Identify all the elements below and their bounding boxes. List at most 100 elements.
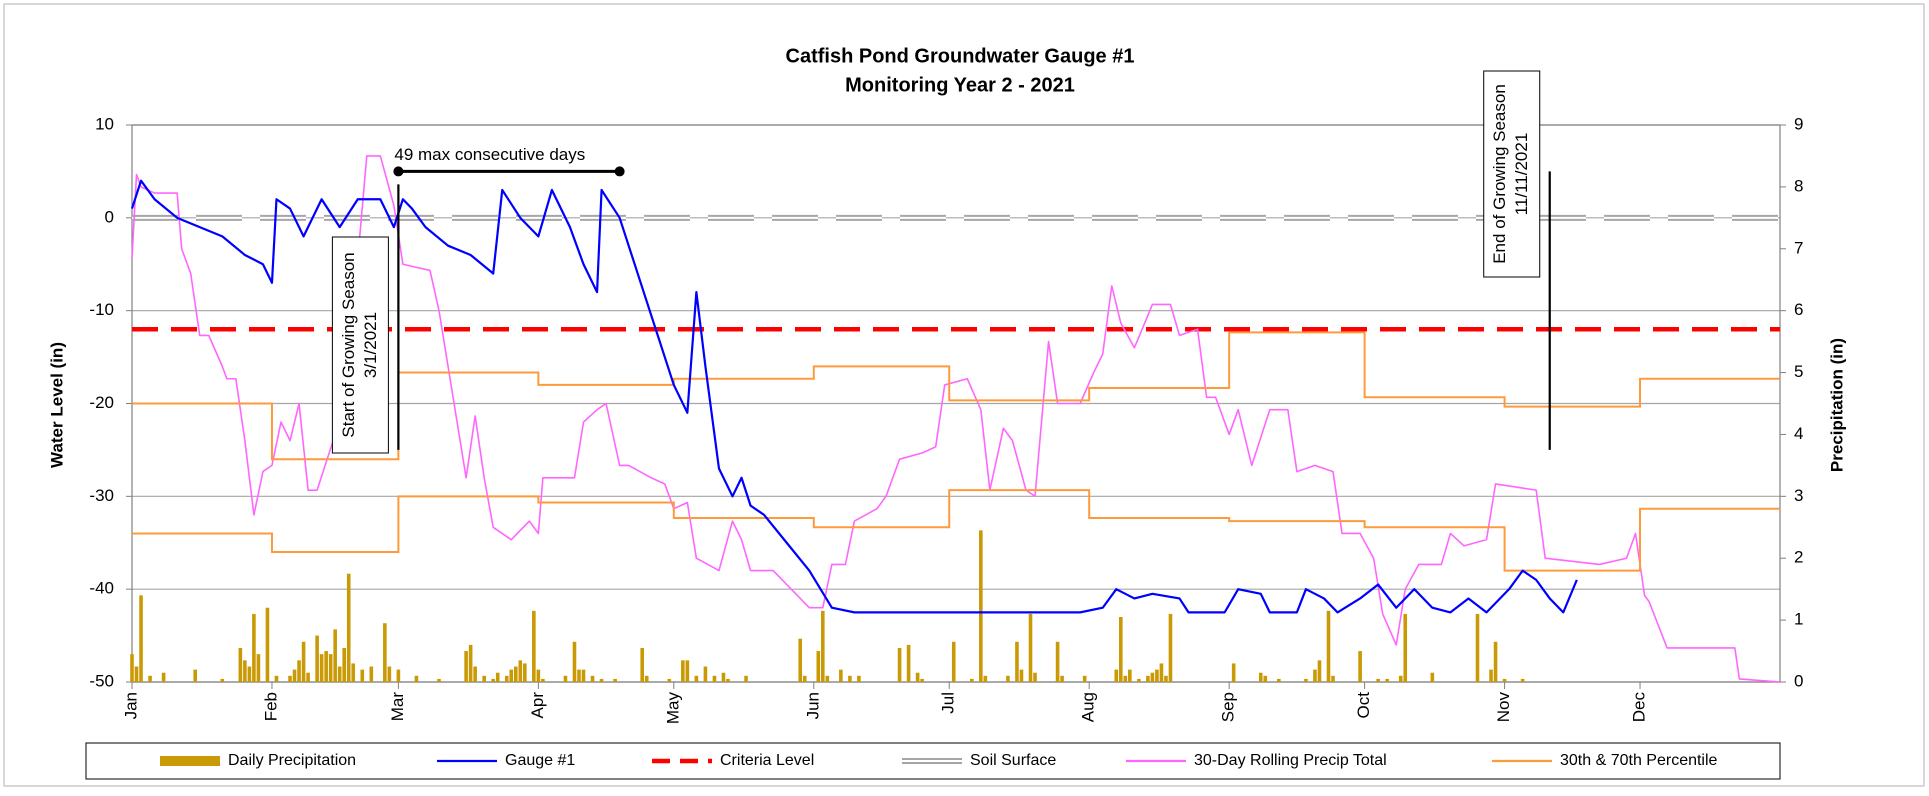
precip-bar: [983, 675, 988, 682]
precip-bar: [220, 678, 225, 682]
precip-bar: [1033, 672, 1037, 682]
precip-bar: [599, 678, 604, 682]
precip-bar: [920, 678, 924, 682]
precip-bar: [577, 669, 581, 682]
precip-bar: [265, 607, 270, 682]
y2-tick-label: 8: [1794, 176, 1803, 195]
precip-bar: [193, 669, 198, 682]
precip-bar: [1155, 669, 1159, 682]
x-tick-label: Mar: [388, 692, 407, 722]
precip-bar: [1128, 669, 1132, 682]
y-tick-label: -50: [89, 671, 114, 690]
precip-bar: [1258, 672, 1263, 682]
precip-bar: [563, 675, 568, 682]
x-tick-label: Apr: [528, 692, 547, 719]
annotation-text: 11/11/2021: [1512, 133, 1531, 216]
precip-bar: [482, 675, 486, 682]
precip-bar: [839, 669, 843, 682]
x-tick-label: Sep: [1219, 692, 1238, 722]
precip-bar: [1317, 660, 1322, 682]
precip-bar: [387, 666, 392, 682]
precip-bar: [333, 629, 337, 682]
precip-bar: [667, 678, 672, 682]
precip-bar: [306, 672, 310, 682]
precip-bar: [644, 675, 649, 682]
precip-bar: [1114, 669, 1119, 682]
precip-bar: [360, 669, 365, 682]
precip-bar: [1475, 613, 1480, 682]
y2-tick-label: 7: [1794, 238, 1803, 257]
precip-bar: [857, 675, 861, 682]
precip-bar: [495, 672, 500, 682]
x-tick-label: Jul: [939, 692, 958, 714]
precip-bar: [848, 675, 852, 682]
precip-bar: [1313, 669, 1317, 682]
x-tick-label: Nov: [1494, 692, 1513, 723]
x-tick-label: Jan: [121, 692, 140, 719]
precip-bar: [532, 610, 536, 682]
precip-bar: [979, 530, 983, 682]
precip-bar: [1123, 675, 1128, 682]
legend-swatch: [160, 756, 220, 766]
precip-bar: [319, 654, 324, 682]
precip-bar: [744, 675, 748, 682]
percentile-line: [132, 489, 1780, 572]
y-axis-label: Water Level (in): [47, 342, 66, 468]
legend-label: 30-Day Rolling Precip Total: [1194, 752, 1387, 769]
precip-bar: [798, 638, 803, 682]
precip-bar: [324, 651, 328, 682]
precip-bar: [1146, 675, 1150, 682]
precip-bar: [685, 660, 690, 682]
precip-bar: [148, 675, 152, 682]
precip-bar: [1493, 641, 1498, 682]
x-tick-label: May: [663, 692, 682, 725]
chart-subtitle: Monitoring Year 2 - 2021: [845, 74, 1075, 96]
legend-label: 30th & 70th Percentile: [1560, 752, 1718, 769]
precip-bar: [1137, 678, 1141, 682]
legend-label: Criteria Level: [720, 752, 814, 769]
legend-label: Soil Surface: [970, 752, 1056, 769]
precip-bar: [1489, 669, 1493, 682]
precip-bar: [613, 678, 617, 682]
precip-bar: [292, 669, 297, 682]
precip-bar: [1150, 672, 1155, 682]
precip-bar: [473, 666, 477, 682]
precip-bar: [161, 672, 166, 682]
precip-bar: [1028, 613, 1033, 682]
precip-bar: [414, 675, 419, 682]
precip-bar: [274, 675, 279, 682]
precip-bar: [712, 675, 717, 682]
precip-bar: [681, 660, 685, 682]
precip-bar: [513, 666, 518, 682]
precip-bar: [337, 666, 342, 682]
precip-bar: [369, 666, 374, 682]
precip-bar: [468, 644, 473, 682]
precip-bar: [464, 651, 468, 682]
annotation-box: [1483, 70, 1541, 278]
annotation-text: Start of Growing Season: [339, 252, 358, 437]
precip-bar: [504, 675, 509, 682]
precip-bar: [491, 678, 496, 682]
precip-bar: [825, 675, 830, 682]
x-tick-label: Dec: [1630, 692, 1649, 723]
y2-tick-label: 6: [1794, 300, 1803, 319]
precip-bar: [1263, 675, 1268, 682]
legend-label: Daily Precipitation: [228, 752, 356, 769]
precip-bar: [721, 672, 726, 682]
precip-bar: [1403, 613, 1408, 682]
annotation-text: 49 max consecutive days: [394, 145, 585, 164]
precip-bar: [315, 635, 319, 682]
precip-bar: [572, 641, 577, 682]
precip-bar: [396, 669, 401, 682]
precip-bar: [342, 647, 347, 682]
y-tick-label: 10: [95, 114, 114, 133]
precip-bar: [1159, 663, 1164, 682]
precip-bar: [1304, 678, 1308, 682]
precip-bar: [1430, 672, 1435, 682]
precip-bar: [1277, 678, 1281, 682]
precip-bar: [816, 651, 821, 682]
y-tick-label: 0: [105, 207, 114, 226]
precip-bar: [1164, 675, 1168, 682]
precip-bar: [802, 675, 807, 682]
